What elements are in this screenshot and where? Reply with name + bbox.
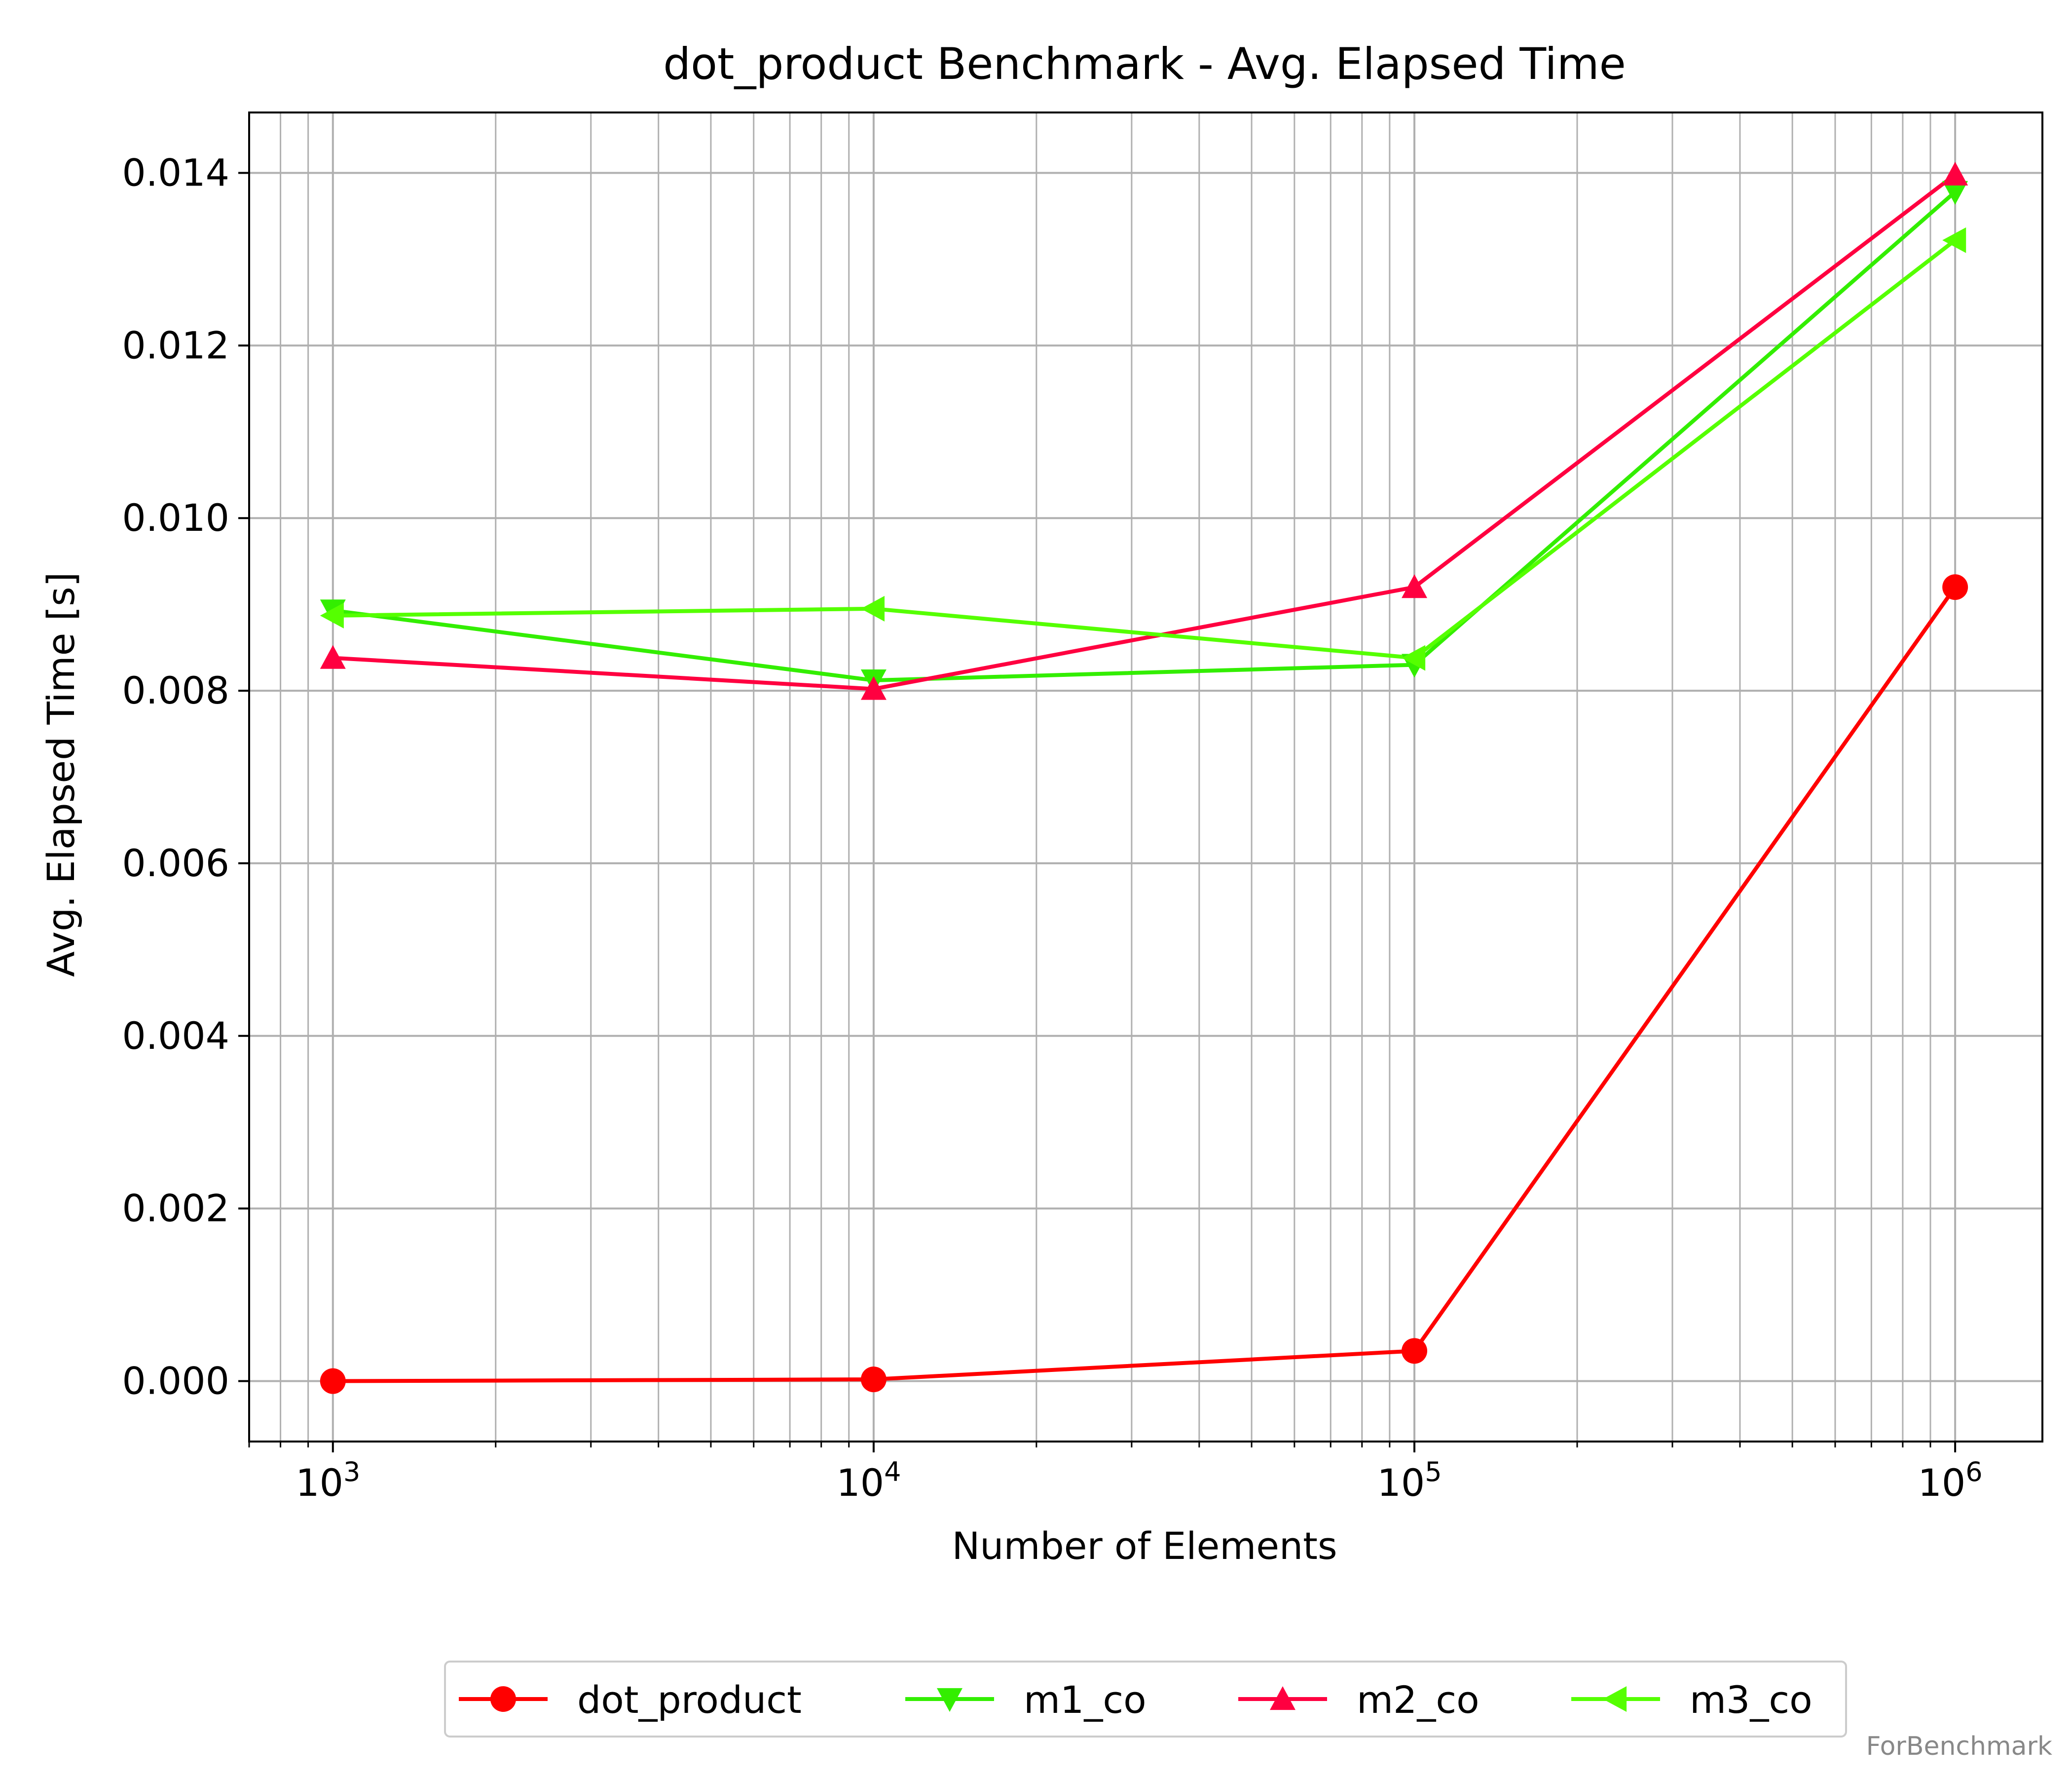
data-point-m3_co — [1402, 645, 1426, 671]
x-tick-label: 106 — [1918, 1456, 1983, 1505]
y-tick-label: 0.006 — [122, 841, 229, 885]
legend-swatch-marker — [1270, 1686, 1295, 1710]
legend: dot_product m1_co m2_co m3_co — [444, 1661, 1847, 1738]
data-point-m2_co — [860, 676, 887, 700]
legend-swatch-marker — [490, 1686, 516, 1712]
data-point-m1_co — [1942, 181, 1968, 205]
series-line-m3_co — [333, 238, 1957, 660]
data-point-dot_product — [1942, 574, 1968, 600]
series-markers — [320, 161, 1968, 1394]
y-tick-label: 0.008 — [122, 668, 229, 712]
legend-label: dot_product — [577, 1678, 802, 1722]
grid — [248, 112, 2042, 1442]
y-tick-label: 0.000 — [122, 1359, 229, 1403]
chart-title: dot_product Benchmark - Avg. Elapsed Tim… — [663, 38, 1626, 89]
data-point-m3_co — [320, 602, 344, 629]
data-point-dot_product — [1402, 1338, 1428, 1364]
y-tick-label: 0.014 — [122, 150, 229, 194]
series-lines — [333, 173, 1957, 1383]
data-point-m2_co — [1942, 161, 1968, 186]
watermark: ForBenchmark — [1866, 1732, 2052, 1761]
axes: 103 104 105 106 0.000 0.002 0.004 0.006 0.008 0.0… — [122, 111, 2043, 1505]
data-point-m3_co — [1942, 227, 1966, 253]
series-line-m2_co — [333, 173, 1957, 691]
legend-label: m2_co — [1357, 1678, 1480, 1722]
legend-label: m1_co — [1024, 1678, 1147, 1722]
y-axis-label: Avg. Elapsed Time [s] — [39, 572, 83, 977]
y-tick-label: 0.002 — [122, 1186, 229, 1230]
plot-frame — [248, 111, 2043, 1443]
data-point-m2_co — [320, 645, 346, 669]
x-tick-label: 105 — [1377, 1456, 1442, 1505]
x-tick-label: 103 — [296, 1456, 360, 1505]
y-tick-label: 0.012 — [122, 323, 229, 367]
data-point-dot_product — [320, 1368, 346, 1394]
data-point-m2_co — [1402, 574, 1428, 598]
series-line-m1_co — [333, 190, 1957, 683]
x-tick-label: 104 — [836, 1456, 901, 1505]
legend-swatch-marker — [937, 1688, 962, 1712]
legend-swatch-marker — [1603, 1686, 1627, 1712]
legend-box — [444, 1661, 1847, 1738]
y-tick-label: 0.004 — [122, 1014, 229, 1058]
x-axis-label: Number of Elements — [952, 1524, 1337, 1568]
series-line-dot_product — [333, 586, 1957, 1383]
data-point-dot_product — [860, 1367, 887, 1393]
data-point-m3_co — [860, 595, 885, 622]
legend-label: m3_co — [1690, 1678, 1813, 1722]
y-tick-label: 0.010 — [122, 496, 229, 540]
